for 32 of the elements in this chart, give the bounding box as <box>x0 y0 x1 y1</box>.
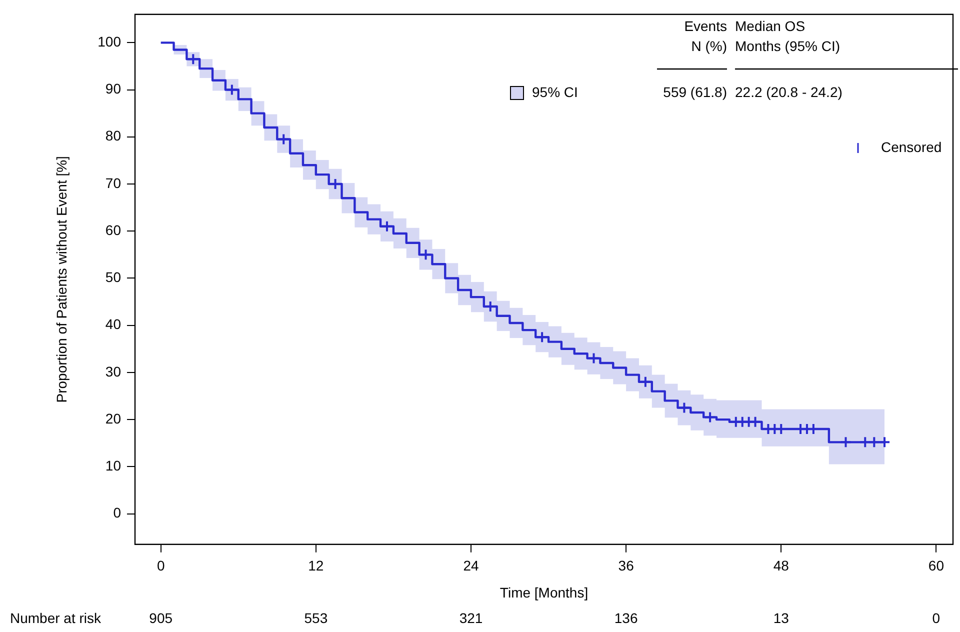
y-tick-label: 50 <box>105 269 122 286</box>
y-tick-label: 60 <box>105 222 122 238</box>
y-tick-label: 10 <box>105 458 122 474</box>
x-tick-label: 60 <box>928 558 944 574</box>
y-tick-label: 70 <box>105 174 122 191</box>
text: 905 <box>149 610 173 626</box>
text: 136 <box>614 610 638 626</box>
y-tick-label: 30 <box>105 363 122 380</box>
text: 553 <box>304 610 328 626</box>
y-tick-label: 20 <box>105 410 122 426</box>
x-axis-title: Time [Months] <box>500 584 588 600</box>
y-tick-label: 90 <box>105 80 122 97</box>
text: 13 <box>773 610 790 626</box>
x-tick-label: 48 <box>773 558 790 574</box>
annotation: 22.2 (20.8 - 24.2) <box>735 84 842 100</box>
y-axis-title: Proportion of Patients without Event [%] <box>53 156 70 403</box>
text: 0 <box>932 610 940 626</box>
annotation: Events N (%) <box>684 18 727 54</box>
annotation: 95% CI <box>532 84 578 100</box>
legend-label: Censored <box>881 138 942 155</box>
x-tick-label: 24 <box>463 558 479 574</box>
text: 321 <box>459 610 483 626</box>
x-tick-label: 12 <box>308 558 324 574</box>
text: Number at risk <box>10 610 102 626</box>
annotation: 559 (61.8) <box>663 84 727 100</box>
x-tick-label: 0 <box>156 558 165 574</box>
y-tick-label: 80 <box>105 128 122 144</box>
y-tick-label: 100 <box>98 34 122 50</box>
y-tick-label: 40 <box>105 316 122 332</box>
y-tick-label: 0 <box>113 504 122 521</box>
x-tick-label: 36 <box>618 558 634 574</box>
annotation: Median OS Months (95% CI) <box>735 18 840 54</box>
